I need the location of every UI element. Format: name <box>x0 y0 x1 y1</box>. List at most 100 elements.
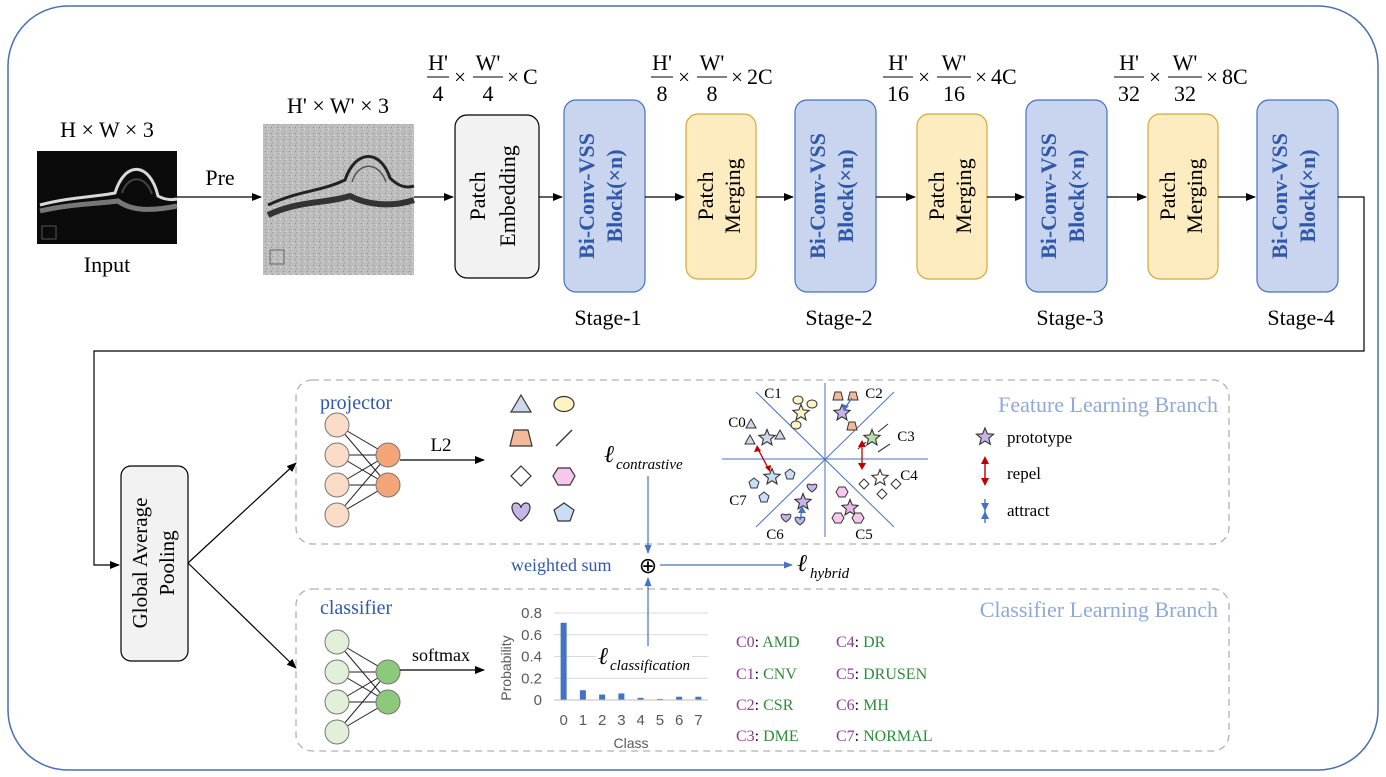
bar-class-6 <box>676 696 683 700</box>
merging-label-line2: Merging <box>1182 158 1207 233</box>
patch-merging-box-2: Patch Merging <box>916 113 988 280</box>
dim-w-den: 8 <box>707 81 718 106</box>
legend-prototype: prototype <box>1007 428 1072 447</box>
class-entry-c5: C5: DRUSEN <box>836 666 928 683</box>
cluster-label-c1: C1 <box>764 386 782 402</box>
patch-merging-box-1: Patch Merging <box>685 113 757 280</box>
class-name: AMD <box>762 634 799 651</box>
patch-embedding-line2: Embedding <box>495 145 520 246</box>
dim-times: × <box>918 65 930 89</box>
dims-stage-2: H'8×W'8× 2C <box>651 50 773 106</box>
stage-label-1: Stage-1 <box>574 305 641 330</box>
input-node <box>324 629 350 655</box>
output-node <box>375 472 401 498</box>
cluster-label-c6: C6 <box>766 527 784 543</box>
x-tick-label: 1 <box>579 712 587 729</box>
class-code: C3 <box>736 728 755 745</box>
y-tick-label: 0.8 <box>521 605 542 622</box>
bar-class-4 <box>637 697 644 700</box>
projector-network <box>324 412 401 528</box>
dim-h-den: 16 <box>887 81 909 106</box>
dim-channels: C <box>523 64 538 89</box>
prototype-star-icon <box>974 426 996 446</box>
x-tick-label: 3 <box>617 712 625 729</box>
y-tick-label: 0 <box>534 692 542 709</box>
class-entry-c0: C0: AMD <box>736 634 800 651</box>
y-tick-label: 0.4 <box>521 649 542 666</box>
x-tick-label: 6 <box>675 712 683 729</box>
embedding-legend: prototype repel attract <box>974 426 1072 523</box>
class-name: NORMAL <box>863 728 932 745</box>
block-label-line2: Block(×n) <box>602 149 627 242</box>
stage-label-2: Stage-2 <box>805 305 872 330</box>
dim-times: × <box>975 65 987 89</box>
bar-class-0 <box>560 622 567 700</box>
pentagon-shape <box>553 502 575 522</box>
dim-w-den: 32 <box>1174 81 1196 106</box>
dim-channels: 2C <box>747 64 773 89</box>
class-name: MH <box>863 697 889 714</box>
x-tick-label: 5 <box>656 712 664 729</box>
merging-label-line2: Merging <box>951 158 976 233</box>
y-tick-label: 0.2 <box>521 670 542 687</box>
block-label-line2: Block(×n) <box>1295 149 1320 242</box>
patch-embedding-box: Patch Embedding <box>454 114 540 279</box>
classification-loss-symbol: ℓ <box>598 644 608 670</box>
ellipse-shape <box>553 395 575 413</box>
dim-times: × <box>731 65 743 89</box>
contrastive-loss-sub: contrastive <box>616 457 683 473</box>
class-code: C6 <box>836 697 855 714</box>
merging-label-line1: Patch <box>693 172 718 221</box>
bi-conv-vss-block-stage-1: Bi-Conv-VSS Block(×n) <box>563 99 646 293</box>
legend-attract: attract <box>1007 501 1050 520</box>
class-entry-c1: C1: CNV <box>736 666 797 683</box>
dim-channels: 8C <box>1222 64 1248 89</box>
classifier-branch-box <box>295 588 1230 752</box>
stage-label-4: Stage-4 <box>1267 305 1334 330</box>
class-entry-c3: C3: DME <box>736 728 799 745</box>
dimension-labels: H'4×W'4× CH'8×W'8× 2CH'16×W'16× 4CH'32×W'32… <box>427 50 1248 106</box>
bar-class-1 <box>579 690 586 700</box>
classification-loss-sub: classification <box>610 658 690 674</box>
gap-line1: Global Average <box>128 498 152 629</box>
dims-stage-4: H'32×W'32× 8C <box>1114 50 1248 106</box>
prototype-star-1 <box>791 403 811 422</box>
dims-stage-3: H'16×W'16× 4C <box>883 50 1017 106</box>
class-code: C1 <box>736 666 755 683</box>
classification-loss: ℓ classification <box>596 644 692 676</box>
dim-times: × <box>1206 65 1218 89</box>
dim-channels: 4C <box>991 64 1017 89</box>
l2-label: L2 <box>430 435 451 456</box>
dim-h-num: H' <box>888 50 908 75</box>
gap-line2: Pooling <box>155 530 179 596</box>
x-tick-label: 0 <box>559 712 567 729</box>
dim-h-den: 4 <box>433 81 444 106</box>
contrastive-loss-symbol: ℓ <box>604 442 614 468</box>
block-label-line2: Block(×n) <box>1064 149 1089 242</box>
class-name: DME <box>763 728 799 745</box>
input-node <box>324 689 350 715</box>
dim-times: × <box>678 65 690 89</box>
class-code: C7 <box>836 728 855 745</box>
pre-dims: H' × W' × 3 <box>287 93 389 118</box>
softmax-label: softmax <box>412 645 470 665</box>
hybrid-loss: ℓ hybrid <box>797 551 850 582</box>
dim-h-den: 32 <box>1118 81 1140 106</box>
input-node <box>324 442 350 468</box>
feature-branch-box <box>295 379 1230 545</box>
prototype-star-7 <box>762 467 782 486</box>
merging-label-line1: Patch <box>1155 172 1180 221</box>
input-node <box>324 659 350 685</box>
class-entry-c4: C4: DR <box>836 634 886 651</box>
class-name: CSR <box>763 697 794 714</box>
connector-to-pooling <box>93 196 1365 569</box>
dim-w-num: W' <box>476 50 501 75</box>
block-label-line1: Bi-Conv-VSS <box>1267 133 1292 259</box>
patch-merging-box-3: Patch Merging <box>1147 113 1219 280</box>
dim-w-num: W' <box>942 50 967 75</box>
cluster-label-c0: C0 <box>728 415 746 431</box>
plus-symbol: ⊕ <box>639 553 657 578</box>
output-node <box>375 659 401 685</box>
class-name-list: C0: AMD C1: CNV C2: CSR C3: DME C4: DR C5: DR… <box>736 634 932 745</box>
